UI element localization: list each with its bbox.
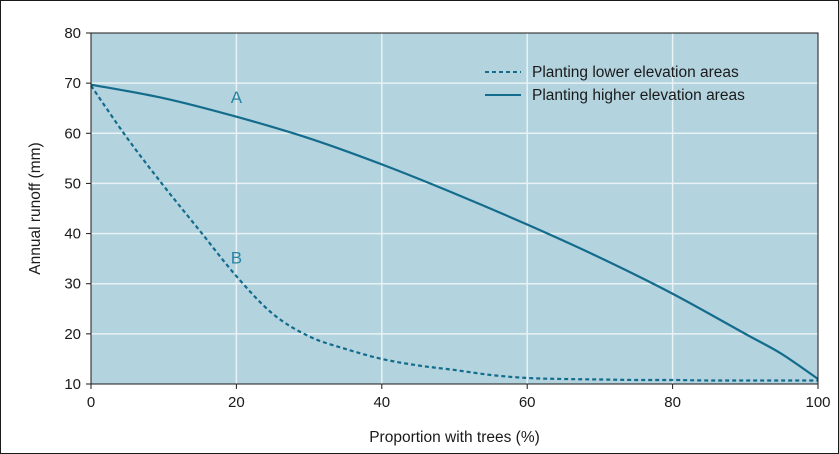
plot-border [90, 32, 819, 385]
y-tick-label: 40 [64, 226, 81, 243]
y-tick-label: 50 [64, 175, 81, 192]
legend: Planting lower elevation areas Planting h… [485, 64, 745, 104]
curve-label-a: A [231, 88, 243, 107]
plot-area [91, 33, 818, 384]
y-tick-label: 60 [64, 125, 81, 142]
gridlines [91, 33, 818, 384]
x-axis-title: Proportion with trees (%) [369, 429, 540, 446]
y-tick-label: 20 [64, 326, 81, 343]
series-lines [90, 83, 819, 382]
y-tick-label: 30 [64, 276, 81, 293]
y-tick-label: 70 [64, 75, 81, 92]
curve-label-b: B [231, 249, 242, 268]
y-axis-title: Annual runoff (mm) [27, 142, 44, 274]
y-tick-label: 80 [64, 25, 81, 42]
curve-labels: BA [231, 88, 243, 267]
x-tick-label: 80 [664, 394, 681, 411]
x-tick-label: 0 [87, 394, 95, 411]
legend-label: Planting lower elevation areas [532, 64, 739, 81]
x-tick-label: 60 [519, 394, 536, 411]
series-line-higher-elevation [90, 83, 819, 380]
series-line-lower-elevation [90, 85, 818, 382]
x-tick-label: 40 [373, 394, 390, 411]
y-tick-label: 10 [64, 376, 81, 393]
axis-ticks: 0 20 40 60 80 100 10 20 30 40 50 60 70 80 [64, 25, 830, 411]
x-tick-label: 100 [805, 394, 830, 411]
legend-label: Planting higher elevation areas [532, 87, 745, 104]
x-tick-label: 20 [228, 394, 245, 411]
